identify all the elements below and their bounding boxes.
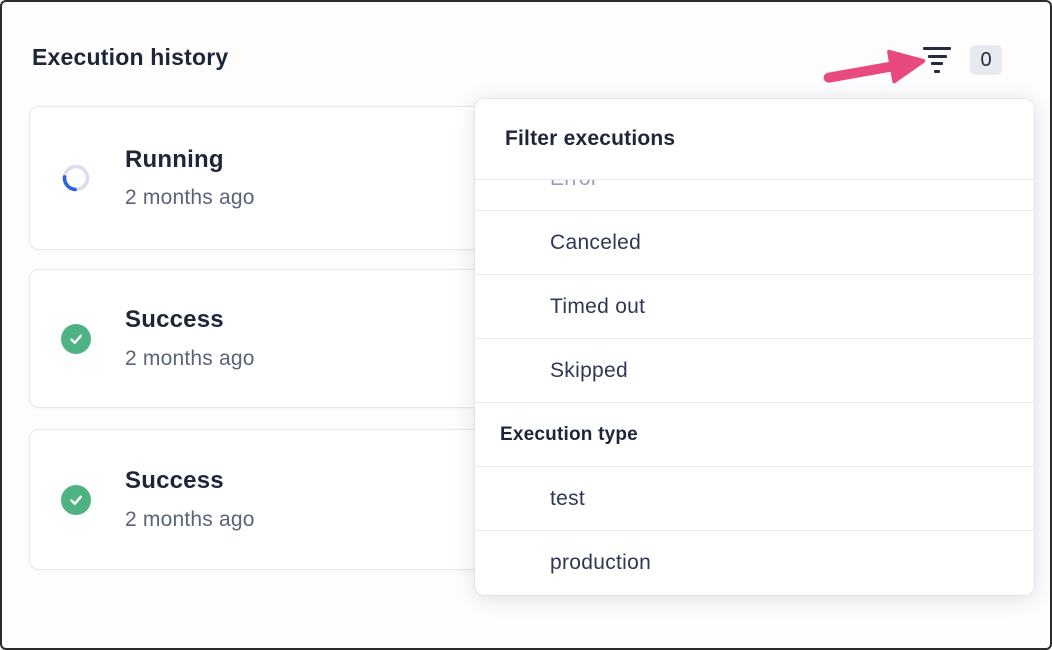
popover-option-list[interactable]: Error Canceled Timed out Skipped Executi… <box>475 180 1034 595</box>
execution-status: Success <box>125 467 224 495</box>
execution-row-text: Success 2 months ago <box>125 467 255 531</box>
execution-time: 2 months ago <box>125 186 255 210</box>
annotation-arrow-icon <box>823 49 926 84</box>
execution-status: Running <box>125 145 224 173</box>
execution-status: Success <box>125 306 224 334</box>
popover-title: Filter executions <box>475 99 1034 180</box>
filter-count-badge: 0 <box>970 45 1002 75</box>
execution-row-text: Running 2 months ago <box>125 145 255 210</box>
page-title: Execution history <box>32 44 229 70</box>
spinner-icon <box>62 164 90 192</box>
filter-option-production[interactable]: production <box>475 531 1034 595</box>
filter-option-timed-out[interactable]: Timed out <box>475 275 1034 339</box>
filter-option-canceled[interactable]: Canceled <box>475 211 1034 275</box>
filter-option-test[interactable]: test <box>475 467 1034 531</box>
filter-executions-button[interactable] <box>922 46 952 74</box>
filter-option-skipped[interactable]: Skipped <box>475 339 1034 403</box>
filter-lines-icon <box>923 47 951 73</box>
filter-option-error[interactable]: Error <box>475 180 1034 211</box>
filter-executions-popover: Filter executions Error Canceled Timed o… <box>475 99 1034 595</box>
success-check-icon <box>61 323 91 354</box>
success-check-icon <box>61 484 91 515</box>
execution-time: 2 months ago <box>125 346 255 370</box>
execution-row-text: Success 2 months ago <box>125 306 255 370</box>
execution-type-section-label: Execution type <box>475 403 1034 467</box>
execution-time: 2 months ago <box>125 507 255 531</box>
header-toolbar: 0 <box>922 45 1002 75</box>
